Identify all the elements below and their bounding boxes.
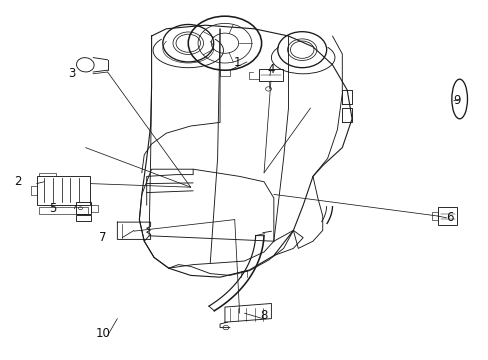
Text: 9: 9 xyxy=(452,94,460,107)
Text: 4: 4 xyxy=(267,63,275,76)
Bar xyxy=(259,69,282,81)
Bar xyxy=(91,205,98,212)
Bar xyxy=(37,176,90,205)
Text: 6: 6 xyxy=(445,211,453,224)
Bar xyxy=(39,207,88,214)
Bar xyxy=(437,207,456,225)
Text: 1: 1 xyxy=(233,57,241,69)
Text: 2: 2 xyxy=(14,175,21,188)
Text: 7: 7 xyxy=(99,231,106,244)
Text: 5: 5 xyxy=(48,202,56,215)
Text: 10: 10 xyxy=(95,327,110,340)
Text: 3: 3 xyxy=(68,67,76,80)
Text: 8: 8 xyxy=(260,309,267,322)
Bar xyxy=(76,202,91,214)
Bar xyxy=(76,215,91,221)
